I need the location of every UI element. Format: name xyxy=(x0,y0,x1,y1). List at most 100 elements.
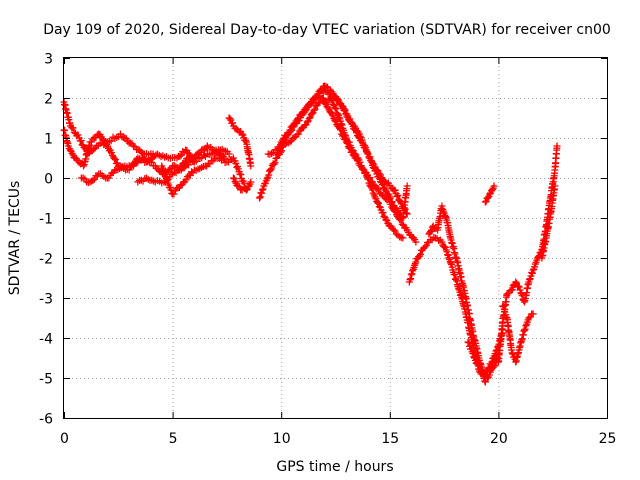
track-marker xyxy=(514,282,522,290)
data-point xyxy=(286,138,294,146)
track-marker xyxy=(182,176,190,184)
track-marker xyxy=(465,339,473,347)
track-marker xyxy=(421,243,429,251)
track-marker xyxy=(341,131,349,139)
track-marker xyxy=(110,154,118,162)
track-marker xyxy=(170,190,178,198)
track-marker xyxy=(375,185,383,193)
track-marker xyxy=(474,361,482,369)
x-tick-label: 20 xyxy=(490,431,508,447)
track-marker xyxy=(268,149,276,157)
x-tick-label: 5 xyxy=(169,431,178,447)
track-marker xyxy=(334,97,342,105)
data-point xyxy=(295,130,303,138)
data-point xyxy=(266,166,274,174)
data-point xyxy=(520,326,528,334)
data-point xyxy=(238,130,246,138)
track-marker xyxy=(331,116,339,124)
track-marker xyxy=(358,136,366,144)
track-marker xyxy=(315,99,323,107)
data-point xyxy=(529,266,537,274)
track-marker xyxy=(444,251,452,259)
x-tick-label: 0 xyxy=(60,431,69,447)
x-tick-label: 25 xyxy=(599,431,617,447)
track-marker xyxy=(311,105,319,113)
track-marker xyxy=(69,124,77,132)
data-point xyxy=(255,194,263,202)
track-marker xyxy=(335,113,343,121)
track-marker xyxy=(393,192,401,200)
track-marker xyxy=(77,137,85,145)
track-marker xyxy=(345,138,353,146)
track-marker xyxy=(177,182,185,190)
x-tick-label: 10 xyxy=(273,431,291,447)
data-point xyxy=(403,210,411,218)
plot-frame xyxy=(63,57,608,419)
track-marker xyxy=(447,259,455,267)
track-marker xyxy=(375,169,383,177)
track-marker xyxy=(79,174,87,182)
track-marker xyxy=(402,209,410,217)
data-point xyxy=(295,114,303,122)
data-point xyxy=(412,258,420,266)
data-point xyxy=(481,198,489,206)
x-tick-label: 15 xyxy=(381,431,399,447)
data-point xyxy=(273,146,281,154)
track-marker xyxy=(319,94,327,102)
axis-ticks: 0 5 10 15 20 25 -6 -5 -4 -3 -2 -1 0 1 2 3 xyxy=(39,52,616,448)
track-marker xyxy=(74,131,82,139)
data-point xyxy=(225,150,233,158)
track-marker xyxy=(256,193,264,201)
data-point xyxy=(334,110,342,118)
track-marker xyxy=(469,350,477,358)
track-marker xyxy=(406,276,414,284)
track-marker xyxy=(233,163,241,171)
track-marker xyxy=(451,271,459,279)
track-marker xyxy=(337,120,345,128)
track-marker xyxy=(271,159,279,167)
y-tick-label: -2 xyxy=(39,252,53,268)
track-marker xyxy=(356,158,364,166)
data-point xyxy=(303,118,311,126)
data-point xyxy=(525,314,533,322)
data-point xyxy=(438,238,446,246)
track-marker xyxy=(231,178,239,186)
track-marker xyxy=(470,353,478,361)
data-point xyxy=(512,278,520,286)
track-marker xyxy=(121,134,129,142)
track-marker xyxy=(394,191,402,199)
track-marker xyxy=(416,252,424,260)
data-point xyxy=(553,142,561,150)
data-point xyxy=(529,310,537,318)
y-tick-label: 3 xyxy=(44,52,53,68)
track-marker xyxy=(313,93,321,101)
data-point xyxy=(195,150,203,158)
data-point xyxy=(351,150,359,158)
track-marker xyxy=(308,99,316,107)
track-marker xyxy=(366,174,374,182)
track-marker xyxy=(265,171,273,179)
track-marker xyxy=(427,228,435,236)
track-marker xyxy=(472,359,480,367)
data-point xyxy=(490,182,498,190)
track-marker xyxy=(189,155,197,163)
track-marker xyxy=(390,226,398,234)
data-point xyxy=(490,362,498,370)
track-marker xyxy=(267,165,275,173)
data-point xyxy=(130,142,138,150)
track-marker xyxy=(258,186,266,194)
track-marker xyxy=(417,250,425,258)
track-marker xyxy=(442,213,450,221)
track-marker xyxy=(242,137,250,145)
track-marker xyxy=(277,148,285,156)
y-tick-label: -4 xyxy=(39,332,53,348)
track-marker xyxy=(379,209,387,217)
track-marker xyxy=(107,137,115,145)
track-marker xyxy=(344,112,352,120)
track-marker xyxy=(445,254,453,262)
y-tick-label: -6 xyxy=(39,412,53,428)
data-point xyxy=(438,202,446,210)
track-marker xyxy=(391,227,399,235)
track-marker xyxy=(407,275,415,283)
track-marker xyxy=(144,175,152,183)
